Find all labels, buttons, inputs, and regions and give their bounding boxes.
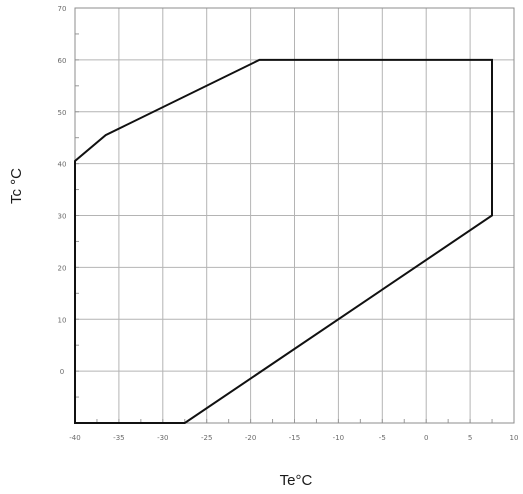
y-tick-label: 70: [58, 5, 67, 13]
x-tick-label: -35: [113, 434, 124, 442]
envelope-line: [74, 58, 493, 424]
x-tick-labels: -40 -35 -30 -25 -20 -15 -10 -5 0 5 10: [69, 434, 518, 442]
grid: [74, 7, 515, 424]
y-tick-label: 40: [58, 161, 67, 169]
x-axis-label: Te°C: [280, 472, 313, 489]
y-axis-label: Tc °C: [8, 168, 25, 204]
x-tick-label: -30: [157, 434, 168, 442]
x-tick-label: -40: [69, 434, 80, 442]
y-tick-labels: 0 10 20 30 40 50 60 70: [58, 5, 67, 376]
y-tick-label: 30: [58, 213, 67, 221]
series-layer: [74, 58, 493, 424]
x-tick-label: 10: [510, 434, 519, 442]
y-tick-label: 0: [60, 368, 64, 376]
minor-ticks: [74, 7, 515, 424]
x-tick-label: 5: [468, 434, 472, 442]
x-tick-label: -15: [289, 434, 300, 442]
y-tick-label: 10: [58, 316, 67, 324]
x-tick-label: 0: [424, 434, 428, 442]
y-tick-label: 20: [58, 264, 67, 272]
y-tick-label: 50: [58, 109, 67, 117]
y-tick-label: 60: [58, 57, 67, 65]
x-tick-label: -5: [379, 434, 386, 442]
x-tick-label: -10: [333, 434, 344, 442]
x-tick-label: -20: [245, 434, 256, 442]
x-tick-label: -25: [201, 434, 212, 442]
